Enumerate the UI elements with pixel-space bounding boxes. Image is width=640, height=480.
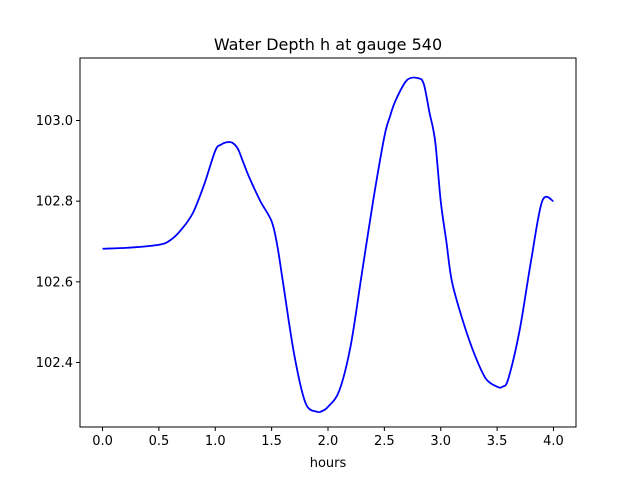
x-tick-label: 2.5 bbox=[374, 434, 395, 449]
x-tick-label: 2.0 bbox=[318, 434, 339, 449]
plot-area bbox=[80, 58, 576, 427]
x-tick-label: 0.0 bbox=[92, 434, 113, 449]
x-axis-ticks: 0.0 0.5 1.0 1.5 2.0 2.5 3.0 3.5 4.0 bbox=[92, 427, 564, 449]
series-layer bbox=[102, 76, 554, 414]
x-tick-label: 0.5 bbox=[149, 434, 170, 449]
y-tick-label: 102.6 bbox=[36, 275, 73, 290]
y-axis-ticks: 102.4 102.6 102.8 103.0 bbox=[36, 114, 80, 371]
plot-frame bbox=[79, 57, 577, 428]
x-tick-label: 1.5 bbox=[261, 434, 282, 449]
y-tick-label: 102.4 bbox=[36, 356, 73, 371]
chart-title: Water Depth h at gauge 540 bbox=[214, 35, 442, 54]
x-tick-label: 4.0 bbox=[543, 434, 564, 449]
x-tick-label: 3.0 bbox=[430, 434, 451, 449]
y-tick-label: 102.8 bbox=[36, 195, 73, 210]
x-tick-label: 3.5 bbox=[487, 434, 508, 449]
x-tick-label: 1.0 bbox=[205, 434, 226, 449]
y-tick-label: 103.0 bbox=[36, 114, 73, 129]
x-axis-label: hours bbox=[310, 456, 347, 471]
series-line bbox=[102, 76, 554, 414]
